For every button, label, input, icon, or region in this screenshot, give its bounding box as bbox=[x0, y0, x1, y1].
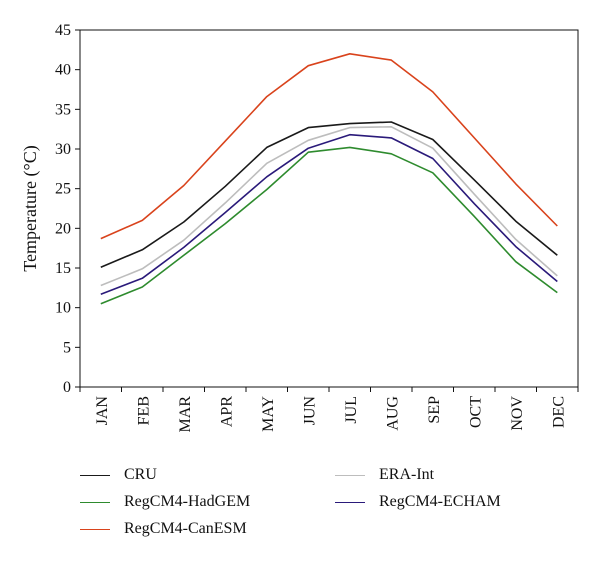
x-tick-label: NOV bbox=[509, 396, 526, 431]
temperature-line-chart: 0 5 10 15 20 25 30 35 40 45 JAN FEB MAR APR MAY JUN JUL… bbox=[20, 22, 579, 433]
y-axis-title: Temperature (°C) bbox=[20, 145, 41, 271]
series-line-era-int bbox=[100, 126, 558, 287]
legend-swatch-regcm4-echam bbox=[335, 501, 365, 503]
x-tick-label: FEB bbox=[135, 396, 152, 425]
series-line-regcm4-canesm bbox=[100, 52, 558, 240]
x-tick-label: SEP bbox=[426, 396, 443, 424]
series-line-regcm4-hadgem bbox=[100, 146, 558, 305]
series-line-regcm4-echam bbox=[100, 133, 558, 295]
y-tick-label: 5 bbox=[63, 339, 71, 356]
x-tick-label: APR bbox=[218, 396, 235, 427]
x-tick-label: MAY bbox=[260, 396, 277, 432]
legend-swatch-cru bbox=[80, 474, 110, 476]
x-tick-label: AUG bbox=[384, 396, 401, 431]
legend-swatch-regcm4-canesm bbox=[80, 528, 110, 530]
legend-item-regcm4-hadgem: RegCM4-HadGEM bbox=[80, 493, 250, 511]
legend-item-cru: CRU bbox=[80, 466, 157, 484]
x-tick-label: JUL bbox=[343, 396, 360, 424]
y-tick-label: 40 bbox=[55, 62, 71, 79]
x-tick-label: JAN bbox=[94, 396, 111, 426]
plot-area-frame bbox=[79, 29, 579, 388]
x-tick-label: JUN bbox=[301, 396, 318, 426]
series-line-cru bbox=[100, 121, 558, 268]
legend-label-regcm4-hadgem: RegCM4-HadGEM bbox=[124, 493, 251, 510]
y-tick-label: 10 bbox=[55, 300, 71, 317]
x-axis-ticks: JAN FEB MAR APR MAY JUN JUL AUG SEP OCT NOV DEC bbox=[79, 387, 579, 433]
legend-swatch-regcm4-hadgem bbox=[80, 501, 110, 503]
x-tick-label: MAR bbox=[177, 396, 194, 433]
legend-label-regcm4-echam: RegCM4-ECHAM bbox=[379, 493, 501, 510]
y-tick-label: 45 bbox=[55, 22, 71, 39]
y-tick-label: 15 bbox=[55, 260, 71, 277]
x-tick-label: OCT bbox=[467, 396, 484, 428]
y-axis-ticks: 0 5 10 15 20 25 30 35 40 45 bbox=[55, 22, 80, 396]
legend-label-era-int: ERA-Int bbox=[379, 466, 435, 483]
legend-label-cru: CRU bbox=[124, 466, 157, 483]
y-tick-label: 30 bbox=[55, 141, 71, 158]
series-lines bbox=[100, 52, 558, 305]
y-tick-label: 25 bbox=[55, 181, 71, 198]
legend-swatch-era-int bbox=[335, 474, 365, 476]
legend-label-regcm4-canesm: RegCM4-CanESM bbox=[124, 520, 247, 537]
legend-item-regcm4-echam: RegCM4-ECHAM bbox=[335, 493, 501, 511]
y-tick-label: 35 bbox=[55, 101, 71, 118]
y-tick-label: 20 bbox=[55, 220, 71, 237]
x-tick-label: DEC bbox=[550, 396, 567, 428]
y-tick-label: 0 bbox=[63, 379, 71, 396]
chart-legend: CRU ERA-Int RegCM4-HadGEM RegCM4-ECHAM R… bbox=[80, 466, 580, 546]
legend-item-regcm4-canesm: RegCM4-CanESM bbox=[80, 520, 247, 538]
legend-item-era-int: ERA-Int bbox=[335, 466, 434, 484]
